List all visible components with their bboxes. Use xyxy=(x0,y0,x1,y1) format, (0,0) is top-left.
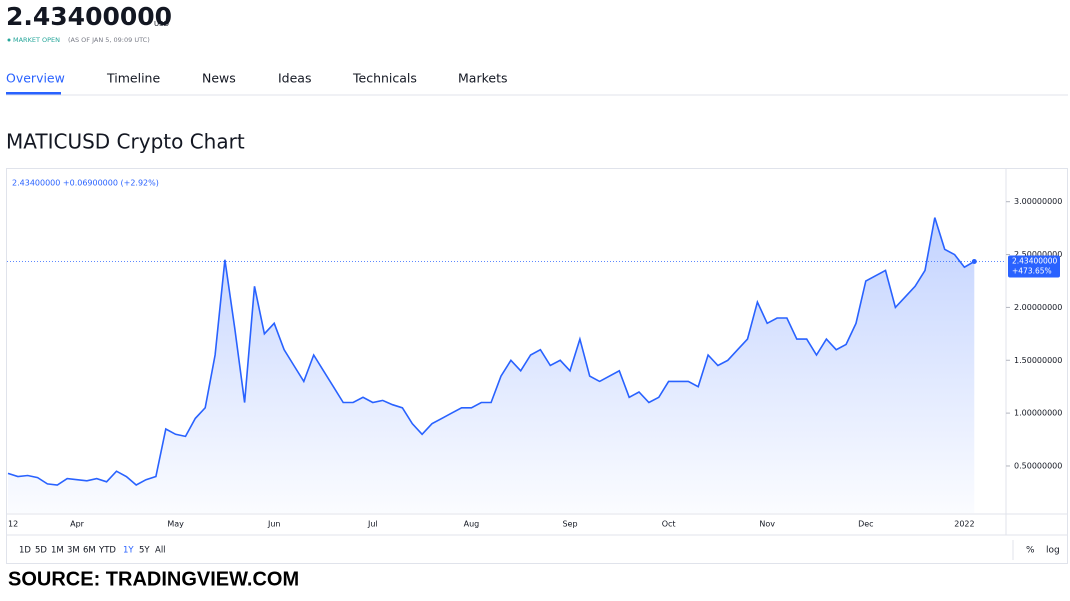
x-tick-label: Jun xyxy=(267,520,281,529)
last-point xyxy=(971,259,977,265)
section-title: MATICUSD Crypto Chart xyxy=(6,130,245,154)
x-tick-label: Apr xyxy=(70,520,85,529)
status-dot xyxy=(7,38,11,42)
range-button[interactable]: All xyxy=(155,546,166,556)
x-tick-label: 2022 xyxy=(954,520,974,529)
price: 2.43400000 xyxy=(6,2,172,31)
x-tick-label: Oct xyxy=(662,520,676,529)
tab[interactable]: Overview xyxy=(6,71,65,86)
range-button[interactable]: 6M xyxy=(83,546,96,556)
x-tick-label: Dec xyxy=(858,520,873,529)
scale-button[interactable]: % xyxy=(1026,546,1035,556)
tab[interactable]: Ideas xyxy=(278,71,311,86)
source: SOURCE: TRADINGVIEW.COM xyxy=(8,568,299,590)
plot: 0.50000000 1.00000000 1.50000000 2.00000000… xyxy=(7,197,1062,529)
market-status: MARKET OPEN xyxy=(13,36,60,44)
y-tick-label: 1.00000000 xyxy=(1014,409,1062,418)
range-button[interactable]: 5Y xyxy=(139,546,150,556)
range-button[interactable]: 5D xyxy=(35,546,47,556)
range-button[interactable]: 1M xyxy=(51,546,64,556)
price-badge-label: 2.43400000 xyxy=(1012,257,1058,266)
y-tick-label: 2.50000000 xyxy=(1014,250,1062,259)
x-tick-label: Jul xyxy=(367,520,378,529)
x-tick-label: Aug xyxy=(464,520,480,529)
tab[interactable]: Timeline xyxy=(106,71,160,86)
currency: USD xyxy=(154,20,169,28)
chart-legend: 2.43400000 +0.06900000 (+2.92%) xyxy=(12,179,159,188)
tabs: Overview Timeline News Ideas Technicals Marke… xyxy=(6,71,507,95)
price-badge-change: +473.65% xyxy=(1012,267,1052,276)
range-button[interactable]: 1D xyxy=(19,546,31,556)
range-button[interactable]: 1Y xyxy=(123,546,134,556)
price-area xyxy=(8,217,975,513)
y-tick-label: 3.00000000 xyxy=(1014,197,1062,206)
tab[interactable]: Markets xyxy=(458,71,507,86)
as-of: (AS OF JAN 5, 09:09 UTC) xyxy=(68,36,150,44)
scale-button[interactable]: log xyxy=(1046,546,1060,556)
x-tick-label: May xyxy=(167,520,184,529)
tab[interactable]: News xyxy=(202,71,236,86)
y-tick-label: 1.50000000 xyxy=(1014,356,1062,365)
y-tick-label: 0.50000000 xyxy=(1014,461,1062,470)
tab-underline xyxy=(6,92,61,95)
range-button[interactable]: 3M xyxy=(67,546,80,556)
x-tick-label: Sep xyxy=(562,520,577,529)
range-button[interactable]: YTD xyxy=(98,546,116,556)
price-badge xyxy=(1008,255,1060,278)
x-tick-label: 12 xyxy=(8,520,18,529)
toolbar: 1D 5D 1M 3M 6M YTD 1Y 5Y All% log xyxy=(19,540,1060,560)
y-tick-label: 2.00000000 xyxy=(1014,303,1062,312)
x-tick-label: Nov xyxy=(759,520,775,529)
tab[interactable]: Technicals xyxy=(352,71,417,86)
price-line xyxy=(7,217,975,486)
